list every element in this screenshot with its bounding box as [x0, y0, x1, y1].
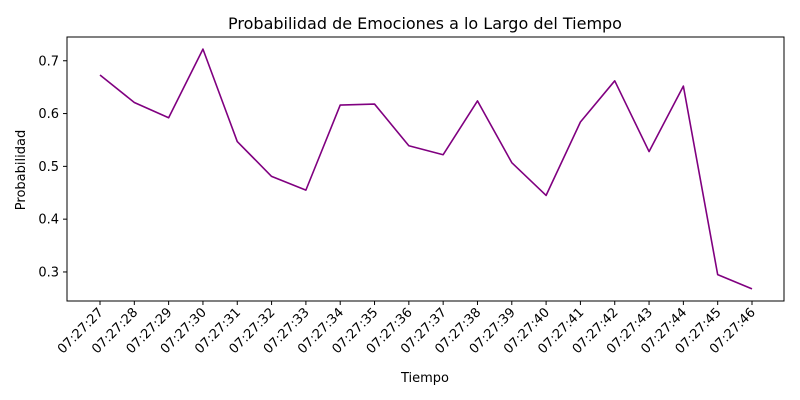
y-tick-label: 0.3: [38, 265, 59, 280]
y-tick-label: 0.5: [38, 160, 59, 175]
y-tick-label: 0.6: [38, 107, 59, 122]
chart-title: Probabilidad de Emociones a lo Largo del…: [228, 14, 622, 33]
y-tick-label: 0.4: [38, 213, 59, 228]
x-axis: 07:27:2707:27:2807:27:2907:27:3007:27:31…: [55, 301, 759, 357]
x-axis-title: Tiempo: [400, 371, 449, 386]
series-line: [99, 48, 753, 290]
y-axis: 0.3 0.4 0.5 0.6 0.7: [38, 54, 67, 280]
y-axis-title: Probabilidad: [14, 130, 29, 210]
y-tick-label: 0.7: [38, 54, 59, 69]
plot-frame: [66, 36, 785, 302]
